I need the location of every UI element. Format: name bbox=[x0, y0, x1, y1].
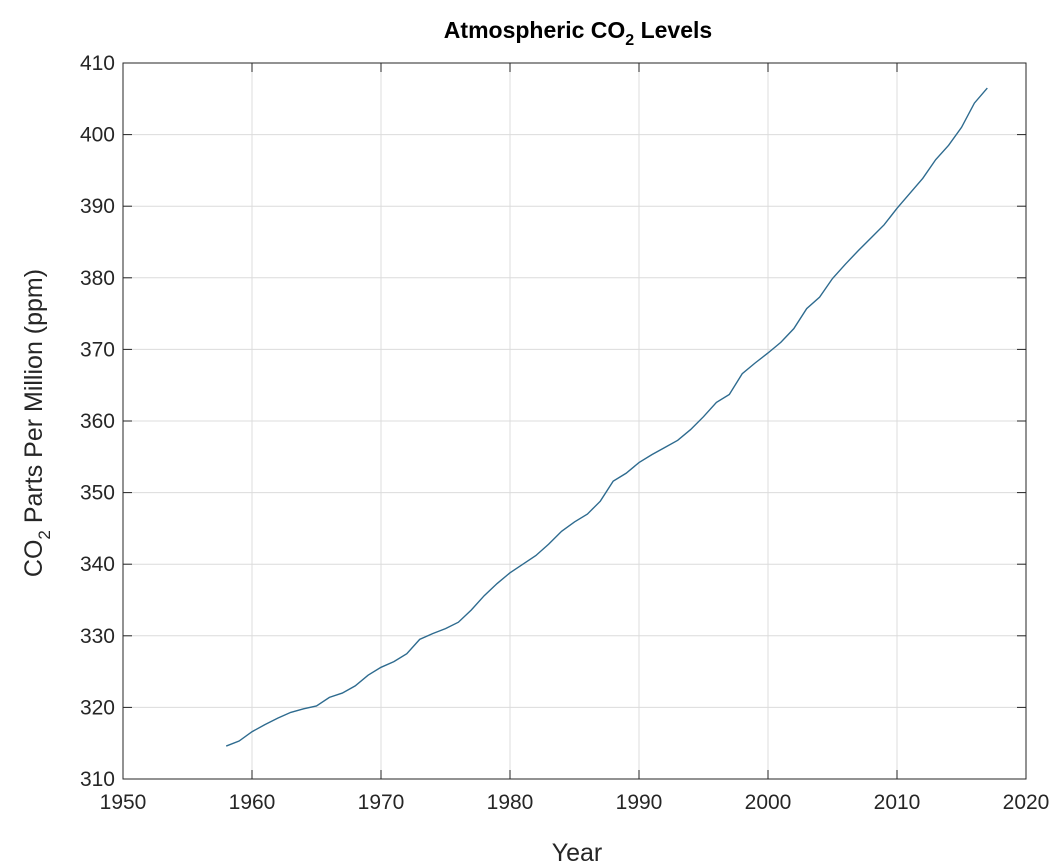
y-tick-label: 320 bbox=[80, 696, 115, 719]
y-tick-label: 380 bbox=[80, 267, 115, 290]
y-tick-label: 350 bbox=[80, 482, 115, 505]
y-tick-label: 400 bbox=[80, 124, 115, 147]
grid-lines bbox=[123, 63, 1026, 779]
y-tick-label: 310 bbox=[80, 768, 115, 791]
x-tick-label: 1960 bbox=[229, 791, 276, 814]
x-tick-label: 1970 bbox=[358, 791, 405, 814]
y-tick-label: 370 bbox=[80, 338, 115, 361]
y-tick-label: 390 bbox=[80, 195, 115, 218]
y-tick-label: 330 bbox=[80, 625, 115, 648]
plot-area bbox=[225, 87, 988, 747]
co2-series-line bbox=[225, 87, 988, 747]
x-tick-label: 1980 bbox=[487, 791, 534, 814]
y-axis-label: CO2 Parts Per Million (ppm) bbox=[20, 269, 54, 577]
x-tick-label: 2020 bbox=[1003, 791, 1050, 814]
y-tick-label: 410 bbox=[80, 52, 115, 75]
chart-title: Atmospheric CO2 Levels bbox=[444, 17, 712, 49]
x-tick-label: 1950 bbox=[100, 791, 147, 814]
x-tick-label: 2010 bbox=[874, 791, 921, 814]
y-tick-label: 360 bbox=[80, 410, 115, 433]
y-tick-label: 340 bbox=[80, 553, 115, 576]
x-axis-ticks: 1950 1960 1970 1980 1990 2000 2010 2020 bbox=[100, 63, 1050, 814]
y-axis-ticks: 310 320 330 340 350 360 370 380 390 400 410 bbox=[80, 52, 1026, 791]
x-tick-label: 1990 bbox=[616, 791, 663, 814]
x-tick-label: 2000 bbox=[745, 791, 792, 814]
x-axis-label: Year bbox=[552, 839, 603, 865]
